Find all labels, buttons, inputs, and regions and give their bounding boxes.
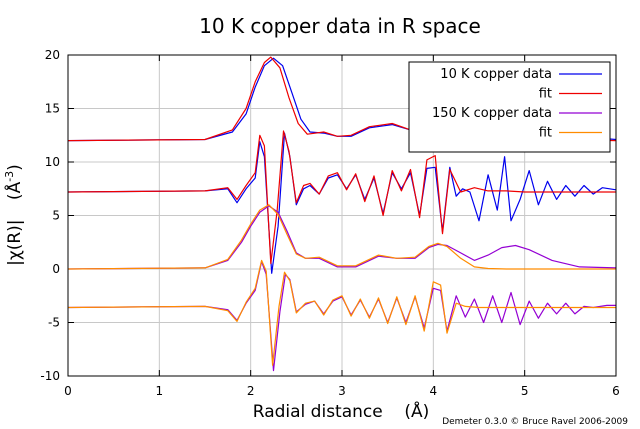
x-tick-label: 4 <box>430 384 438 398</box>
y-axis-label-unit: (Å <box>3 181 25 200</box>
plot-frame <box>67 54 617 377</box>
series-line-3-real-10K <box>67 130 616 265</box>
legend-label: fit <box>539 87 552 102</box>
y-tick-label: 20 <box>45 48 60 62</box>
x-tick-label: 2 <box>247 384 255 398</box>
y-tick-label: -10 <box>40 369 60 383</box>
y-tick-label: 5 <box>52 209 60 223</box>
series-line-4-magnitude-150K <box>67 205 617 270</box>
y-axis-label-quantity: |χ(R)| <box>5 219 25 265</box>
y-tick-label: 15 <box>45 102 60 116</box>
legend-label: 10 K copper data <box>440 67 552 82</box>
credit-text: Demeter 0.3.0 © Bruce Ravel 2006-2009 <box>442 417 628 427</box>
y-tick-label: 0 <box>52 262 60 276</box>
x-tick-label: 0 <box>64 384 72 398</box>
x-tick-label: 5 <box>521 384 529 398</box>
x-axis-label: Radial distance (Å) <box>253 400 429 422</box>
x-tick-label: 3 <box>338 384 346 398</box>
y-axis-label: |χ(R)| (Å-3) <box>3 164 25 266</box>
svg-text:|χ(R)| (Å-3): |χ(R)| (Å-3) <box>3 164 25 266</box>
chart-title: 10 K copper data in R space <box>199 14 481 38</box>
x-tick-label: 6 <box>612 384 620 398</box>
legend-label: fit <box>539 126 552 141</box>
y-axis-label-close: ) <box>5 164 25 171</box>
series-line-7-real-150K <box>67 259 616 366</box>
y-tick-label: -5 <box>48 316 60 330</box>
y-tick-label: 10 <box>45 155 60 169</box>
series-line-5-magnitude-150K <box>67 204 616 270</box>
ticks: 0 1 2 3 4 5 6 -10 -5 0 5 10 15 20 <box>40 48 619 398</box>
y-axis-label-exponent: -3 <box>3 171 16 182</box>
legend-label: 150 K copper data <box>432 106 552 121</box>
series-group <box>67 56 617 372</box>
legend-box <box>408 61 611 153</box>
legend: 10 K copper data fit 150 K copper data fit <box>408 61 611 153</box>
x-tick-label: 1 <box>156 384 164 398</box>
